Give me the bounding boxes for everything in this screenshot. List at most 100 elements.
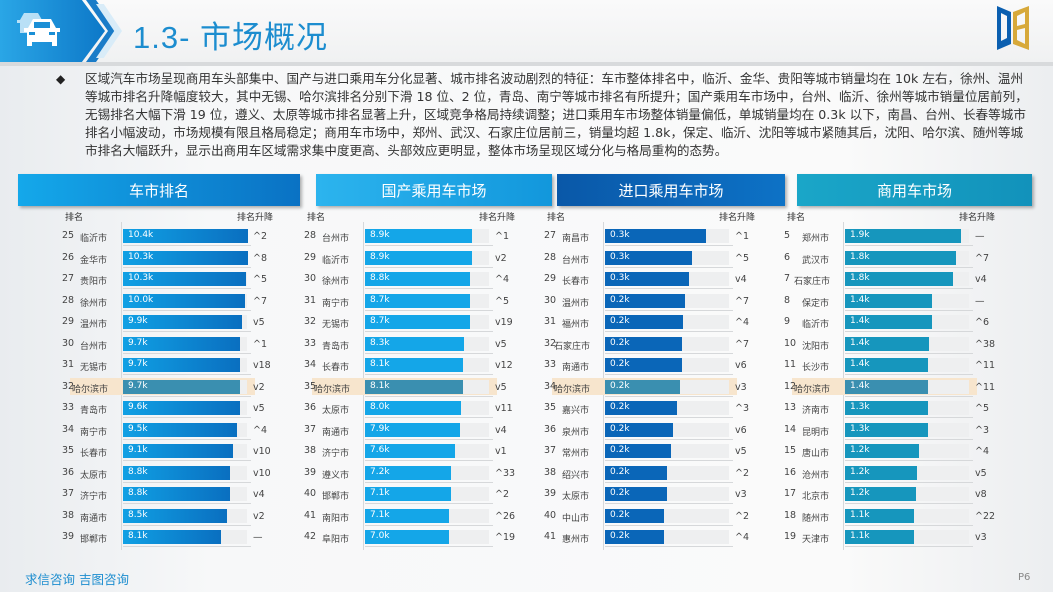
row-divider [365, 266, 493, 268]
rank-change: ^5 [495, 295, 510, 307]
city-name: 温州市 [80, 320, 108, 330]
rank-change: v4 [495, 424, 507, 436]
row-divider [845, 524, 973, 526]
row-divider [605, 395, 733, 397]
city-name: 唐山市 [802, 449, 830, 459]
sales-bar: 10.4k [123, 229, 248, 243]
sales-bar: 7.6k [365, 444, 455, 458]
city-name: 南通市 [80, 513, 108, 524]
rank-change: ^2 [735, 510, 750, 522]
sales-bar: 1.4k [845, 315, 932, 329]
rank: 38 [544, 466, 557, 478]
page-title: 1.3- 市场概况 [133, 20, 329, 55]
rank: 32 [304, 316, 317, 327]
row-divider [605, 309, 733, 311]
table-row: 41 南阳市 7.1k ^26 [304, 506, 544, 527]
sales-value: 1.4k [850, 294, 870, 305]
sales-value: 8.8k [128, 466, 148, 477]
row-divider [605, 352, 733, 354]
row-divider [365, 288, 493, 289]
city-name: 贵阳市 [80, 277, 108, 287]
row-divider [365, 395, 493, 397]
sales-bar: 10.0k [123, 293, 245, 308]
rank: 32 [544, 337, 557, 349]
sales-value: 0.2k [610, 359, 630, 369]
sales-value: 0.2k [610, 316, 630, 326]
rank-change: ^3 [975, 424, 990, 436]
sales-bar: 0.3k [605, 250, 692, 265]
rank-change: ^7 [735, 338, 750, 350]
city-name: 随州市 [802, 513, 830, 524]
city-name: 太原市 [562, 492, 590, 502]
row-divider [845, 460, 973, 461]
rank-change: v4 [735, 274, 747, 285]
sales-bar: 0.2k [605, 401, 677, 415]
row-divider [123, 546, 251, 547]
table-row: 35 嘉兴市 0.2k ^3 [544, 398, 784, 419]
rank: 33 [544, 359, 557, 370]
sales-bar: 0.2k [605, 487, 667, 501]
row-divider [605, 546, 733, 547]
table-row: 37 济宁市 8.8k v4 [62, 484, 302, 505]
table-row: 36 太原市 8.0k v11 [304, 398, 544, 419]
sales-bar: 7.1k [365, 487, 451, 501]
city-name: 石家庄市 [554, 341, 591, 352]
sales-bar: 9.1k [123, 444, 233, 458]
rank-change: — [975, 295, 985, 307]
sales-bar: 8.1k [365, 358, 463, 372]
sales-bar: 0.2k [605, 293, 685, 308]
row-divider [605, 438, 733, 440]
row-divider [605, 481, 733, 483]
sales-value: 1.3k [850, 423, 870, 434]
city-name: 长春市 [322, 363, 350, 373]
car-icon [17, 13, 60, 46]
sales-bar: 7.1k [365, 508, 449, 523]
city-name: 无锡市 [80, 363, 108, 373]
sales-bar: 8.1k [123, 530, 221, 544]
table-row: 27 贵阳市 10.3k ^5 [62, 269, 302, 290]
sales-value: 10.3k [128, 273, 154, 283]
table-row: 11 长沙市 1.4k ^11 [784, 355, 1024, 376]
city-name: 青岛市 [322, 341, 350, 352]
rank-change: ^22 [975, 510, 996, 522]
sales-bar: 8.8k [365, 272, 470, 286]
sales-value: 0.3k [610, 273, 630, 283]
row-divider [605, 331, 733, 332]
rank: 31 [544, 316, 557, 327]
sales-value: 7.6k [370, 445, 390, 455]
rank: 41 [304, 509, 317, 521]
sales-bar: 8.5k [123, 508, 227, 523]
sales-bar: 1.2k [845, 444, 919, 458]
city-name: 无锡市 [322, 320, 350, 330]
rank: 19 [784, 531, 797, 542]
table-row: 41 惠州市 0.2k ^4 [544, 527, 784, 548]
sales-value: 0.2k [610, 380, 630, 391]
city-name: 温州市 [562, 298, 590, 309]
row-divider [123, 438, 251, 440]
rank: 33 [304, 337, 317, 349]
rank: 35 [62, 445, 75, 456]
sales-bar: 0.2k [605, 422, 673, 437]
table-row: 14 昆明市 1.3k ^3 [784, 420, 1024, 441]
table-row: 32 石家庄市 0.2k ^7 [544, 334, 784, 355]
change-column-label: 排名升降 [959, 213, 996, 223]
rank-change: v2 [253, 381, 265, 393]
rank: 26 [62, 251, 75, 263]
rank: 37 [544, 445, 557, 456]
row-divider [605, 374, 733, 375]
sales-bar: 0.3k [605, 229, 706, 243]
city-name: 长春市 [80, 449, 108, 459]
city-name: 遵义市 [322, 470, 350, 481]
rank-change: ^4 [735, 532, 750, 543]
rank: 5 [784, 230, 791, 241]
rank: 17 [784, 488, 797, 499]
table-row: 42 阜阳市 7.0k ^19 [304, 527, 544, 548]
table-row: 13 济南市 1.3k ^5 [784, 398, 1024, 419]
rank: 28 [304, 230, 317, 241]
city-name: 南宁市 [322, 298, 350, 309]
sales-bar: 1.1k [845, 530, 914, 544]
table-row: 16 沧州市 1.2k v5 [784, 463, 1024, 484]
sales-bar: 1.4k [845, 379, 928, 394]
sales-value: 1.9k [850, 230, 870, 240]
sales-value: 10.3k [128, 251, 154, 262]
